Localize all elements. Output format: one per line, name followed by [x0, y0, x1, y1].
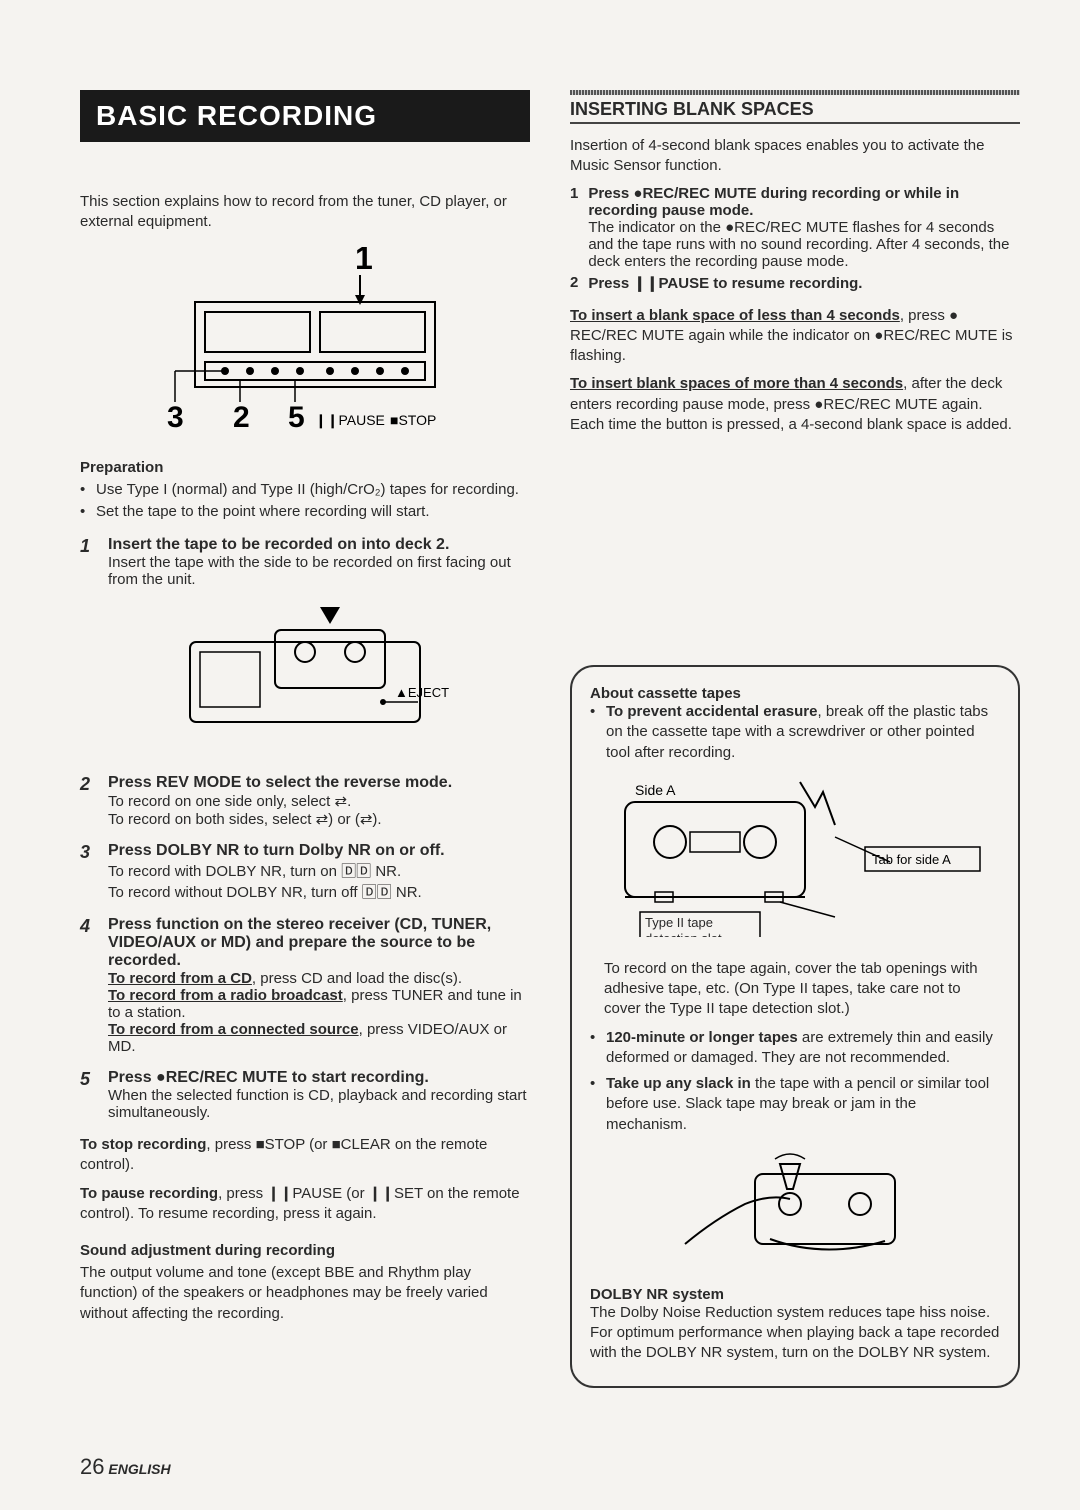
cassette-tab-diagram: Side A Type II tape detection slot Tab f… [590, 777, 1000, 937]
step-1-heading: Insert the tape to be recorded on into d… [108, 536, 530, 554]
about-cassette-heading: About cassette tapes [590, 685, 1000, 702]
svg-text:3: 3 [167, 401, 184, 434]
right-intro: Insertion of 4-second blank spaces enabl… [570, 136, 1020, 177]
step-5-heading: Press ●REC/REC MUTE to start recording. [108, 1069, 530, 1087]
step-number-4: 4 [80, 916, 98, 1055]
step-number-5: 5 [80, 1069, 98, 1121]
svg-text:▲EJECT: ▲EJECT [395, 685, 449, 700]
dolby-heading: DOLBY NR system [590, 1286, 1000, 1303]
cassette-insert-diagram: ▲EJECT [80, 602, 530, 752]
right-step-2-head: Press ❙❙PAUSE to resume recording. [588, 274, 1020, 292]
intro-text: This section explains how to record from… [80, 192, 530, 233]
svg-text:❙❙PAUSE: ❙❙PAUSE [315, 412, 385, 429]
step-number-2: 2 [80, 774, 98, 828]
step-number-1: 1 [80, 536, 98, 588]
step-4-line3: To record from a connected source, press… [108, 1021, 530, 1055]
svg-text:2: 2 [233, 401, 250, 434]
dolby-body: The Dolby Noise Reduction system reduces… [590, 1303, 1000, 1364]
step-5-body: When the selected function is CD, playba… [108, 1087, 530, 1121]
right-step-1-num: 1 [570, 185, 578, 270]
less-than-4s: To insert a blank space of less than 4 s… [570, 306, 1020, 367]
preparation-heading: Preparation [80, 459, 530, 476]
step-3-line2: To record without DOLBY NR, turn off 🄳🄳 … [108, 881, 530, 902]
pause-recording-note: To pause recording, press ❙❙PAUSE (or ❙❙… [80, 1184, 530, 1225]
step-2-heading: Press REV MODE to select the reverse mod… [108, 774, 530, 792]
svg-text:■STOP: ■STOP [390, 412, 436, 428]
box-bullet-erasure: •To prevent accidental erasure, break of… [590, 702, 1000, 763]
cassette-info-box: About cassette tapes •To prevent acciden… [570, 665, 1020, 1388]
right-step-2-num: 2 [570, 274, 578, 292]
pencil-slack-diagram [590, 1149, 1000, 1264]
prep-bullet-1: •Use Type I (normal) and Type II (high/C… [80, 480, 530, 500]
right-step-1-head: Press ●REC/REC MUTE during recording or … [588, 185, 1020, 219]
step-number-3: 3 [80, 842, 98, 902]
inserting-blanks-title: INSERTING BLANK SPACES [570, 99, 1020, 124]
deck-diagram: 1 3 2 5 ❙❙PAUSE ■STOP [80, 247, 530, 437]
step-4-line2: To record from a radio broadcast, press … [108, 987, 530, 1021]
step-2-line2: To record on both sides, select ⇄) or (⇄… [108, 810, 530, 828]
svg-text:Tab for side A: Tab for side A [872, 852, 951, 867]
record-again-note: To record on the tape again, cover the t… [604, 959, 1000, 1020]
stop-recording-note: To stop recording, press ■STOP (or ■CLEA… [80, 1135, 530, 1176]
box-bullet-slack: •Take up any slack in the tape with a pe… [590, 1074, 1000, 1135]
sound-adj-heading: Sound adjustment during recording [80, 1242, 530, 1259]
sound-adj-body: The output volume and tone (except BBE a… [80, 1263, 530, 1324]
step-2-line1: To record on one side only, select ⇄. [108, 792, 530, 810]
step-4-line1: To record from a CD, press CD and load t… [108, 970, 530, 987]
box-bullet-120min: •120-minute or longer tapes are extremel… [590, 1028, 1000, 1069]
page-main-title: BASIC RECORDING [80, 90, 530, 142]
prep-bullet-2: •Set the tape to the point where recordi… [80, 502, 530, 522]
step-3-line1: To record with DOLBY NR, turn on 🄳🄳 NR. [108, 860, 530, 881]
step-3-heading: Press DOLBY NR to turn Dolby NR on or of… [108, 842, 530, 860]
right-step-1-body: The indicator on the ●REC/REC MUTE flash… [588, 219, 1020, 270]
page-footer: 26 ENGLISH [80, 1454, 171, 1480]
step-4-heading: Press function on the stereo receiver (C… [108, 916, 530, 970]
decor-line [570, 90, 1020, 95]
svg-text:5: 5 [288, 401, 305, 434]
step-1-body: Insert the tape with the side to be reco… [108, 554, 530, 588]
svg-text:1: 1 [355, 247, 373, 276]
svg-text:Side A: Side A [635, 782, 676, 798]
more-than-4s: To insert blank spaces of more than 4 se… [570, 374, 1020, 435]
